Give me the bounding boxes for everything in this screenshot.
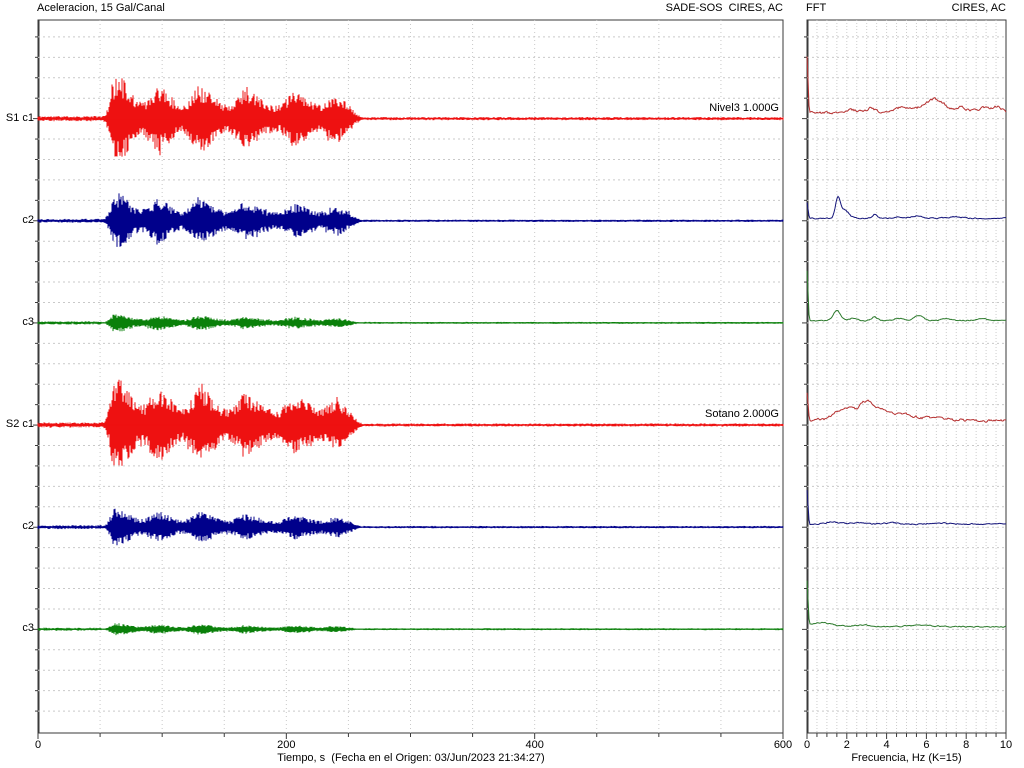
frequency-axis-label: Frecuencia, Hz (K=15) xyxy=(851,752,962,764)
fft-panel-title: FFT xyxy=(806,2,827,14)
time-axis-label: Tiempo, s (Fecha en el Origen: 03/Jun/20… xyxy=(277,752,545,764)
left-panel-source: SADE-SOS CIRES, AC xyxy=(665,2,783,14)
left-panel-title: Aceleracion, 15 Gal/Canal xyxy=(37,2,165,14)
fft-panel-source: CIRES, AC xyxy=(951,2,1006,14)
